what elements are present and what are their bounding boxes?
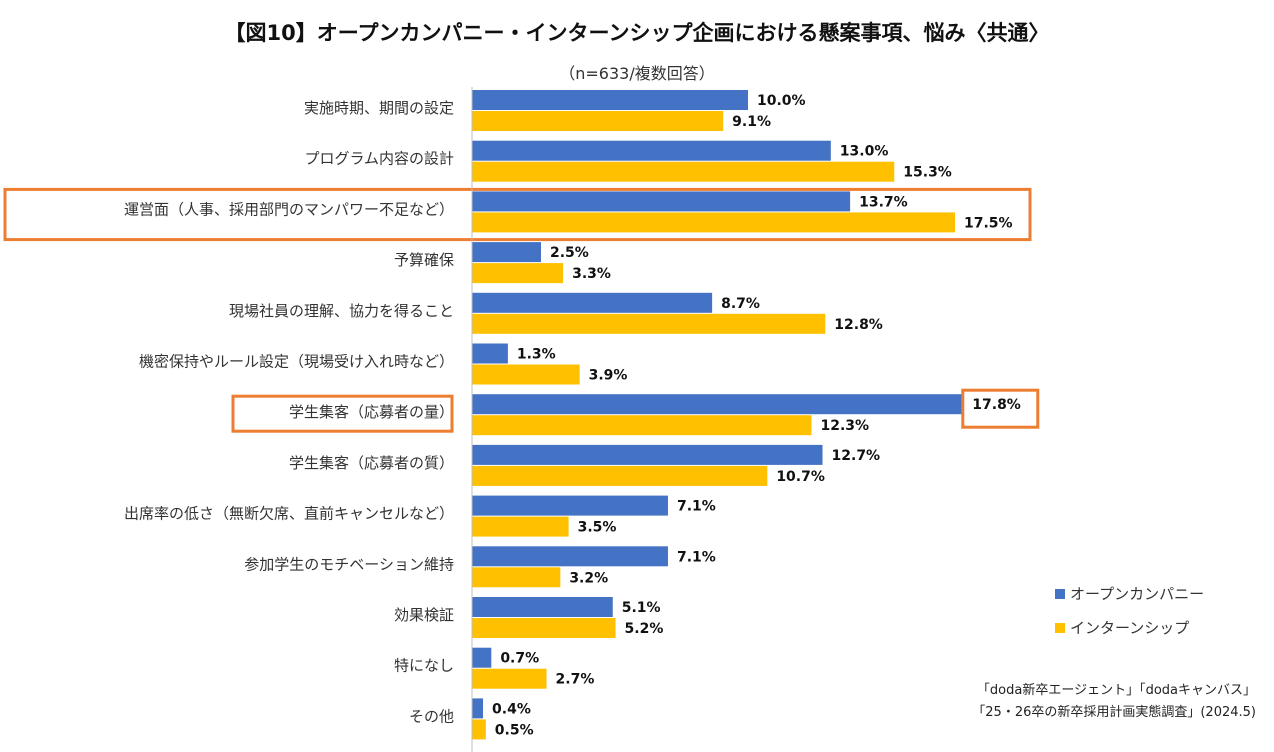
value-label: 12.3% <box>820 418 869 434</box>
category-label: 実施時期、期間の設定 <box>304 99 454 117</box>
bar-open-company <box>472 140 831 161</box>
source-line: 「doda新卒エージェント」「dodaキャンバス」 <box>977 682 1256 698</box>
legend-label-internship: インターンシップ <box>1070 619 1189 637</box>
category-label: 現場社員の理解、協力を得ること <box>229 302 454 320</box>
category-label: 参加学生のモチベーション維持 <box>244 555 454 573</box>
value-label: 0.7% <box>500 651 539 667</box>
bar-open-company <box>472 292 713 313</box>
bar-open-company <box>472 90 748 110</box>
value-label: 1.3% <box>517 347 556 363</box>
bar-open-company <box>472 242 541 263</box>
bar-open-company <box>472 394 964 415</box>
bar-internship <box>472 161 895 182</box>
bar-internship <box>472 618 616 638</box>
category-label: 出席率の低さ（無断欠席、直前キャンセルなど） <box>124 505 454 523</box>
chart-subtitle: （n=633/複数回答） <box>559 64 714 83</box>
bar-internship <box>472 516 569 537</box>
plot-area: 実施時期、期間の設定 10.0% 9.1% プログラム内容の設計 13.0% 15.3% 運… <box>3 90 1040 740</box>
category-label: 予算確保 <box>394 251 454 269</box>
category-label: プログラム内容の設計 <box>304 150 454 168</box>
bar-open-company <box>472 647 492 668</box>
value-label: 7.1% <box>677 499 716 515</box>
bar-internship <box>472 719 486 740</box>
value-label: 0.5% <box>495 722 534 738</box>
value-label: 17.8% <box>972 397 1021 413</box>
value-label: 13.7% <box>859 194 908 210</box>
value-label: 3.2% <box>569 570 608 586</box>
category-label: 運営面（人事、採用部門のマンパワー不足など） <box>124 200 454 218</box>
category-label: 学生集客（応募者の質） <box>289 454 454 472</box>
bar-internship <box>472 212 955 233</box>
bar-open-company <box>472 191 851 212</box>
legend-swatch-open-company <box>1055 589 1065 599</box>
bar-internship <box>472 415 812 436</box>
source-note: 「doda新卒エージェント」「dodaキャンバス」「25・26卒の新卒採用計画実… <box>972 682 1256 720</box>
value-label: 12.8% <box>834 317 883 333</box>
bar-open-company <box>472 495 668 516</box>
category-label: 効果検証 <box>394 606 454 624</box>
bar-internship <box>472 364 580 385</box>
bar-open-company <box>472 546 668 567</box>
value-label: 3.9% <box>589 368 628 384</box>
category-label: 特になし <box>394 657 454 675</box>
bar-internship <box>472 668 547 689</box>
value-label: 8.7% <box>721 296 760 312</box>
value-label: 0.4% <box>492 701 531 717</box>
value-label: 17.5% <box>964 215 1013 231</box>
value-label: 2.7% <box>556 672 595 688</box>
value-label: 13.0% <box>840 144 889 160</box>
value-label: 7.1% <box>677 549 716 565</box>
value-label: 3.3% <box>572 266 611 282</box>
legend-swatch-internship <box>1055 623 1065 633</box>
value-label: 5.2% <box>625 621 664 637</box>
bar-open-company <box>472 597 613 617</box>
category-label: 機密保持やルール設定（現場受け入れ時など） <box>139 353 454 371</box>
bar-internship <box>472 111 724 131</box>
bar-open-company <box>472 444 823 465</box>
highlight-box-applicant-volume <box>231 394 454 433</box>
bar-internship <box>472 313 826 334</box>
category-label: 学生集客（応募者の量） <box>289 403 454 421</box>
value-label: 3.5% <box>578 520 617 536</box>
value-label: 9.1% <box>732 114 771 130</box>
chart-title: 【図10】オープンカンパニー・インターンシップ企画における懸案事項、悩み〈共通〉 <box>225 21 1050 45</box>
bar-internship <box>472 465 768 486</box>
value-label: 15.3% <box>903 165 952 181</box>
category-label: その他 <box>409 707 454 725</box>
value-label: 12.7% <box>832 448 881 464</box>
bar-open-company <box>472 698 484 719</box>
value-label: 2.5% <box>550 245 589 261</box>
bar-open-company <box>472 343 508 364</box>
value-label: 10.0% <box>757 93 806 109</box>
value-label: 10.7% <box>776 469 825 485</box>
bar-internship <box>472 263 564 284</box>
highlight-box-operations <box>3 187 1032 242</box>
source-line: 「25・26卒の新卒採用計画実態調査」(2024.5) <box>972 704 1256 720</box>
legend-label-open-company: オープンカンパニー <box>1070 585 1204 603</box>
bar-internship <box>472 567 561 588</box>
highlight-box-value-label <box>961 388 1040 429</box>
value-label: 5.1% <box>622 600 661 616</box>
